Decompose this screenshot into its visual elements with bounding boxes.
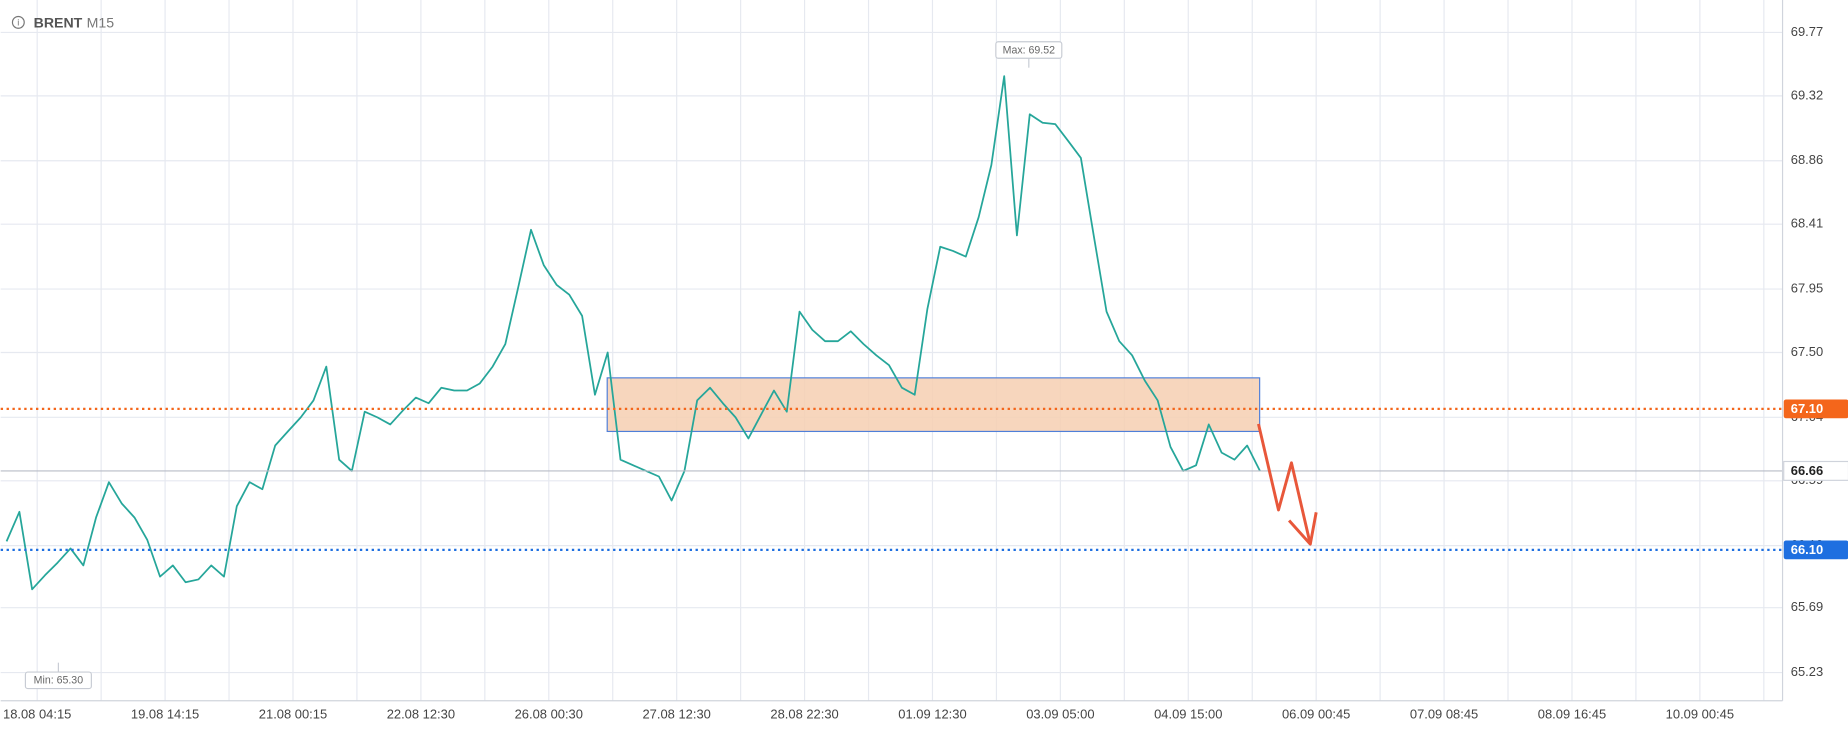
forecast-arrow-head [1287, 512, 1318, 546]
y-tick-label: 69.32 [1791, 87, 1823, 102]
annotation-label: Min: 65.30 [34, 675, 84, 687]
timeframe: M15 [87, 14, 115, 30]
info-icon-glyph: i [17, 16, 19, 27]
forecast-arrow [1257, 423, 1312, 545]
last-price-label: 66.66 [1791, 463, 1823, 478]
x-tick-label: 18.08 04:15 [3, 706, 71, 721]
grid-layer [0, 0, 1783, 701]
y-tick-label: 67.50 [1791, 344, 1823, 359]
last-price-badge [1783, 460, 1848, 481]
x-tick-label: 27.08 12:30 [643, 706, 711, 721]
y-tick-label: 65.23 [1791, 664, 1823, 679]
y-tick-label: 68.86 [1791, 152, 1823, 167]
annotation-box [995, 41, 1063, 59]
axis-layer: 69.7769.3268.8668.4167.9567.5067.0466.59… [3, 24, 1848, 721]
x-tick-label: 21.08 00:15 [259, 706, 327, 721]
price-line [5, 75, 1261, 591]
x-tick-label: 22.08 12:30 [387, 706, 455, 721]
x-tick-label: 01.09 12:30 [898, 706, 966, 721]
info-icon[interactable] [11, 15, 25, 29]
annotation-box [24, 671, 92, 690]
y-tick-label: 69.77 [1791, 24, 1823, 39]
level-badge [1783, 399, 1848, 419]
x-tick-label: 10.09 00:45 [1666, 706, 1734, 721]
x-tick-label: 04.09 15:00 [1154, 706, 1222, 721]
zone [606, 377, 1261, 433]
y-tick-label: 67.95 [1791, 280, 1823, 295]
x-tick-label: 08.09 16:45 [1538, 706, 1606, 721]
x-tick-label: 06.09 00:45 [1282, 706, 1350, 721]
annotation-label: Max: 69.52 [1003, 44, 1055, 56]
level-badge [1783, 540, 1848, 560]
x-tick-label: 03.09 05:00 [1026, 706, 1094, 721]
y-tick-label: 65.69 [1791, 599, 1823, 614]
level-label: 67.10 [1791, 401, 1823, 416]
y-tick-label: 68.41 [1791, 216, 1823, 231]
x-tick-label: 26.08 00:30 [515, 706, 583, 721]
x-tick-label: 07.09 08:45 [1410, 706, 1478, 721]
x-tick-label: 28.08 22:30 [770, 706, 838, 721]
x-tick-label: 19.08 14:15 [131, 706, 199, 721]
level-label: 66.10 [1791, 542, 1823, 557]
symbol: BRENT [34, 14, 83, 30]
plot-layer: Max: 69.52 Min: 65.30 [0, 41, 1783, 690]
